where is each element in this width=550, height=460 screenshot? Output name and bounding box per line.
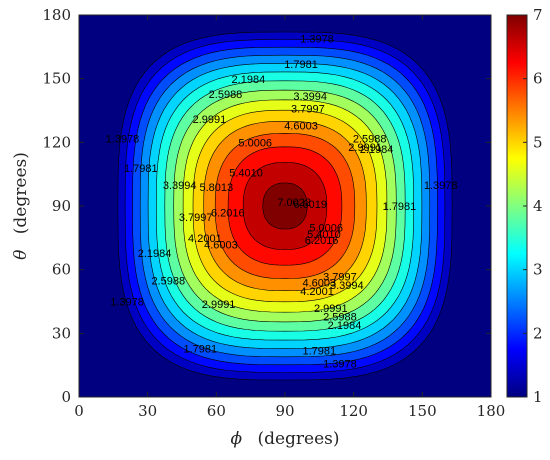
colorbar-tick-label: 5 (533, 133, 543, 151)
x-tick-label: 180 (477, 402, 506, 420)
y-tick-label: 60 (52, 261, 71, 279)
y-axis-symbol: θ (11, 250, 31, 260)
y-tick-label: 90 (52, 197, 71, 215)
colorbar-tick-label: 3 (533, 261, 543, 279)
contour-level-15 (262, 182, 308, 230)
contour-label: 2.9991 (348, 142, 382, 154)
contour-label: 6.2016 (305, 235, 339, 247)
colorbar-tick-label: 2 (533, 324, 543, 342)
contour-label: 1.3978 (106, 133, 140, 145)
contour-label: 2.5988 (151, 276, 185, 288)
contour-label: 4.6003 (204, 239, 238, 251)
contour-label: 2.9991 (314, 303, 348, 315)
x-tick-label: 0 (74, 402, 84, 420)
contour-label: 2.9991 (193, 114, 227, 126)
x-tick-label: 30 (138, 402, 157, 420)
plot-area (79, 15, 491, 397)
y-axis-unit: (degrees) (11, 152, 31, 234)
contour-label: 3.3994 (293, 91, 327, 103)
y-tick-label: 0 (61, 388, 71, 406)
contour-label: 6.6019 (293, 199, 327, 211)
contour-label: 1.3978 (110, 297, 144, 309)
x-axis-label: ϕ (degrees) (230, 429, 339, 449)
contour-label: 1.7981 (183, 343, 217, 355)
contour-label: 5.4010 (307, 229, 341, 241)
contour-label: 1.7981 (383, 201, 417, 213)
x-tick-label: 150 (408, 402, 437, 420)
contour-label: 5.0006 (309, 222, 343, 234)
x-axis-unit: (degrees) (257, 429, 339, 449)
contour-label: 3.3994 (330, 280, 364, 292)
contour-label: 3.7997 (323, 271, 357, 283)
contour-label: 2.1984 (138, 248, 172, 260)
contour-label: 3.7997 (179, 212, 213, 224)
contour-label: 4.2001 (188, 233, 222, 245)
colorbar-tick-label: 7 (533, 6, 543, 24)
colorbar-tick-label: 1 (533, 388, 543, 406)
y-tick-label: 120 (42, 133, 71, 151)
contour-label: 5.0006 (238, 138, 272, 150)
x-tick-label: 60 (207, 402, 226, 420)
contour-labels: 1.39781.79812.19842.59882.99913.39943.79… (106, 34, 458, 371)
contour-label: 4.2001 (300, 286, 334, 298)
colorbar: 1 2 3 4 5 6 7 (506, 6, 543, 406)
contour-label: 5.8013 (200, 182, 234, 194)
contour-label: 2.1984 (360, 144, 394, 156)
contour-label: 1.7981 (284, 59, 318, 71)
colorbar-tick-label: 4 (533, 197, 543, 215)
contour-label: 1.7981 (124, 163, 158, 175)
contour-label: 1.3978 (300, 34, 334, 46)
contour-label: 1.3978 (424, 180, 458, 192)
contour-label: 2.5988 (323, 312, 357, 324)
contour-label: 5.4010 (229, 167, 263, 179)
contour-label: 2.9991 (202, 299, 236, 311)
contour-label: 7.0022 (277, 197, 311, 209)
contour-label: 4.6003 (284, 121, 318, 133)
contour-label: 2.1984 (232, 74, 266, 86)
colorbar-tick-label: 6 (533, 70, 543, 88)
x-tick-label: 90 (275, 402, 294, 420)
contour-label: 1.7981 (303, 346, 337, 358)
x-axis: 0 30 60 90 120 150 180 (74, 15, 505, 420)
y-axis: 0 30 60 90 120 150 180 (42, 6, 491, 406)
y-tick-label: 180 (42, 6, 71, 24)
contour-label: 1.3978 (323, 358, 357, 370)
contour-label: 2.5988 (209, 89, 243, 101)
y-axis-label: θ (degrees) (11, 152, 31, 260)
contour-label: 4.6003 (303, 278, 337, 290)
contour-label: 2.1984 (328, 320, 362, 332)
contour-label: 2.5988 (353, 133, 387, 145)
y-tick-label: 150 (42, 70, 71, 88)
contour-label: 3.7997 (291, 104, 325, 116)
x-axis-symbol: ϕ (230, 429, 242, 449)
contour-label: 6.2016 (211, 208, 245, 220)
contour-label: 3.3994 (163, 180, 197, 192)
y-tick-label: 30 (52, 324, 71, 342)
x-tick-label: 120 (339, 402, 368, 420)
